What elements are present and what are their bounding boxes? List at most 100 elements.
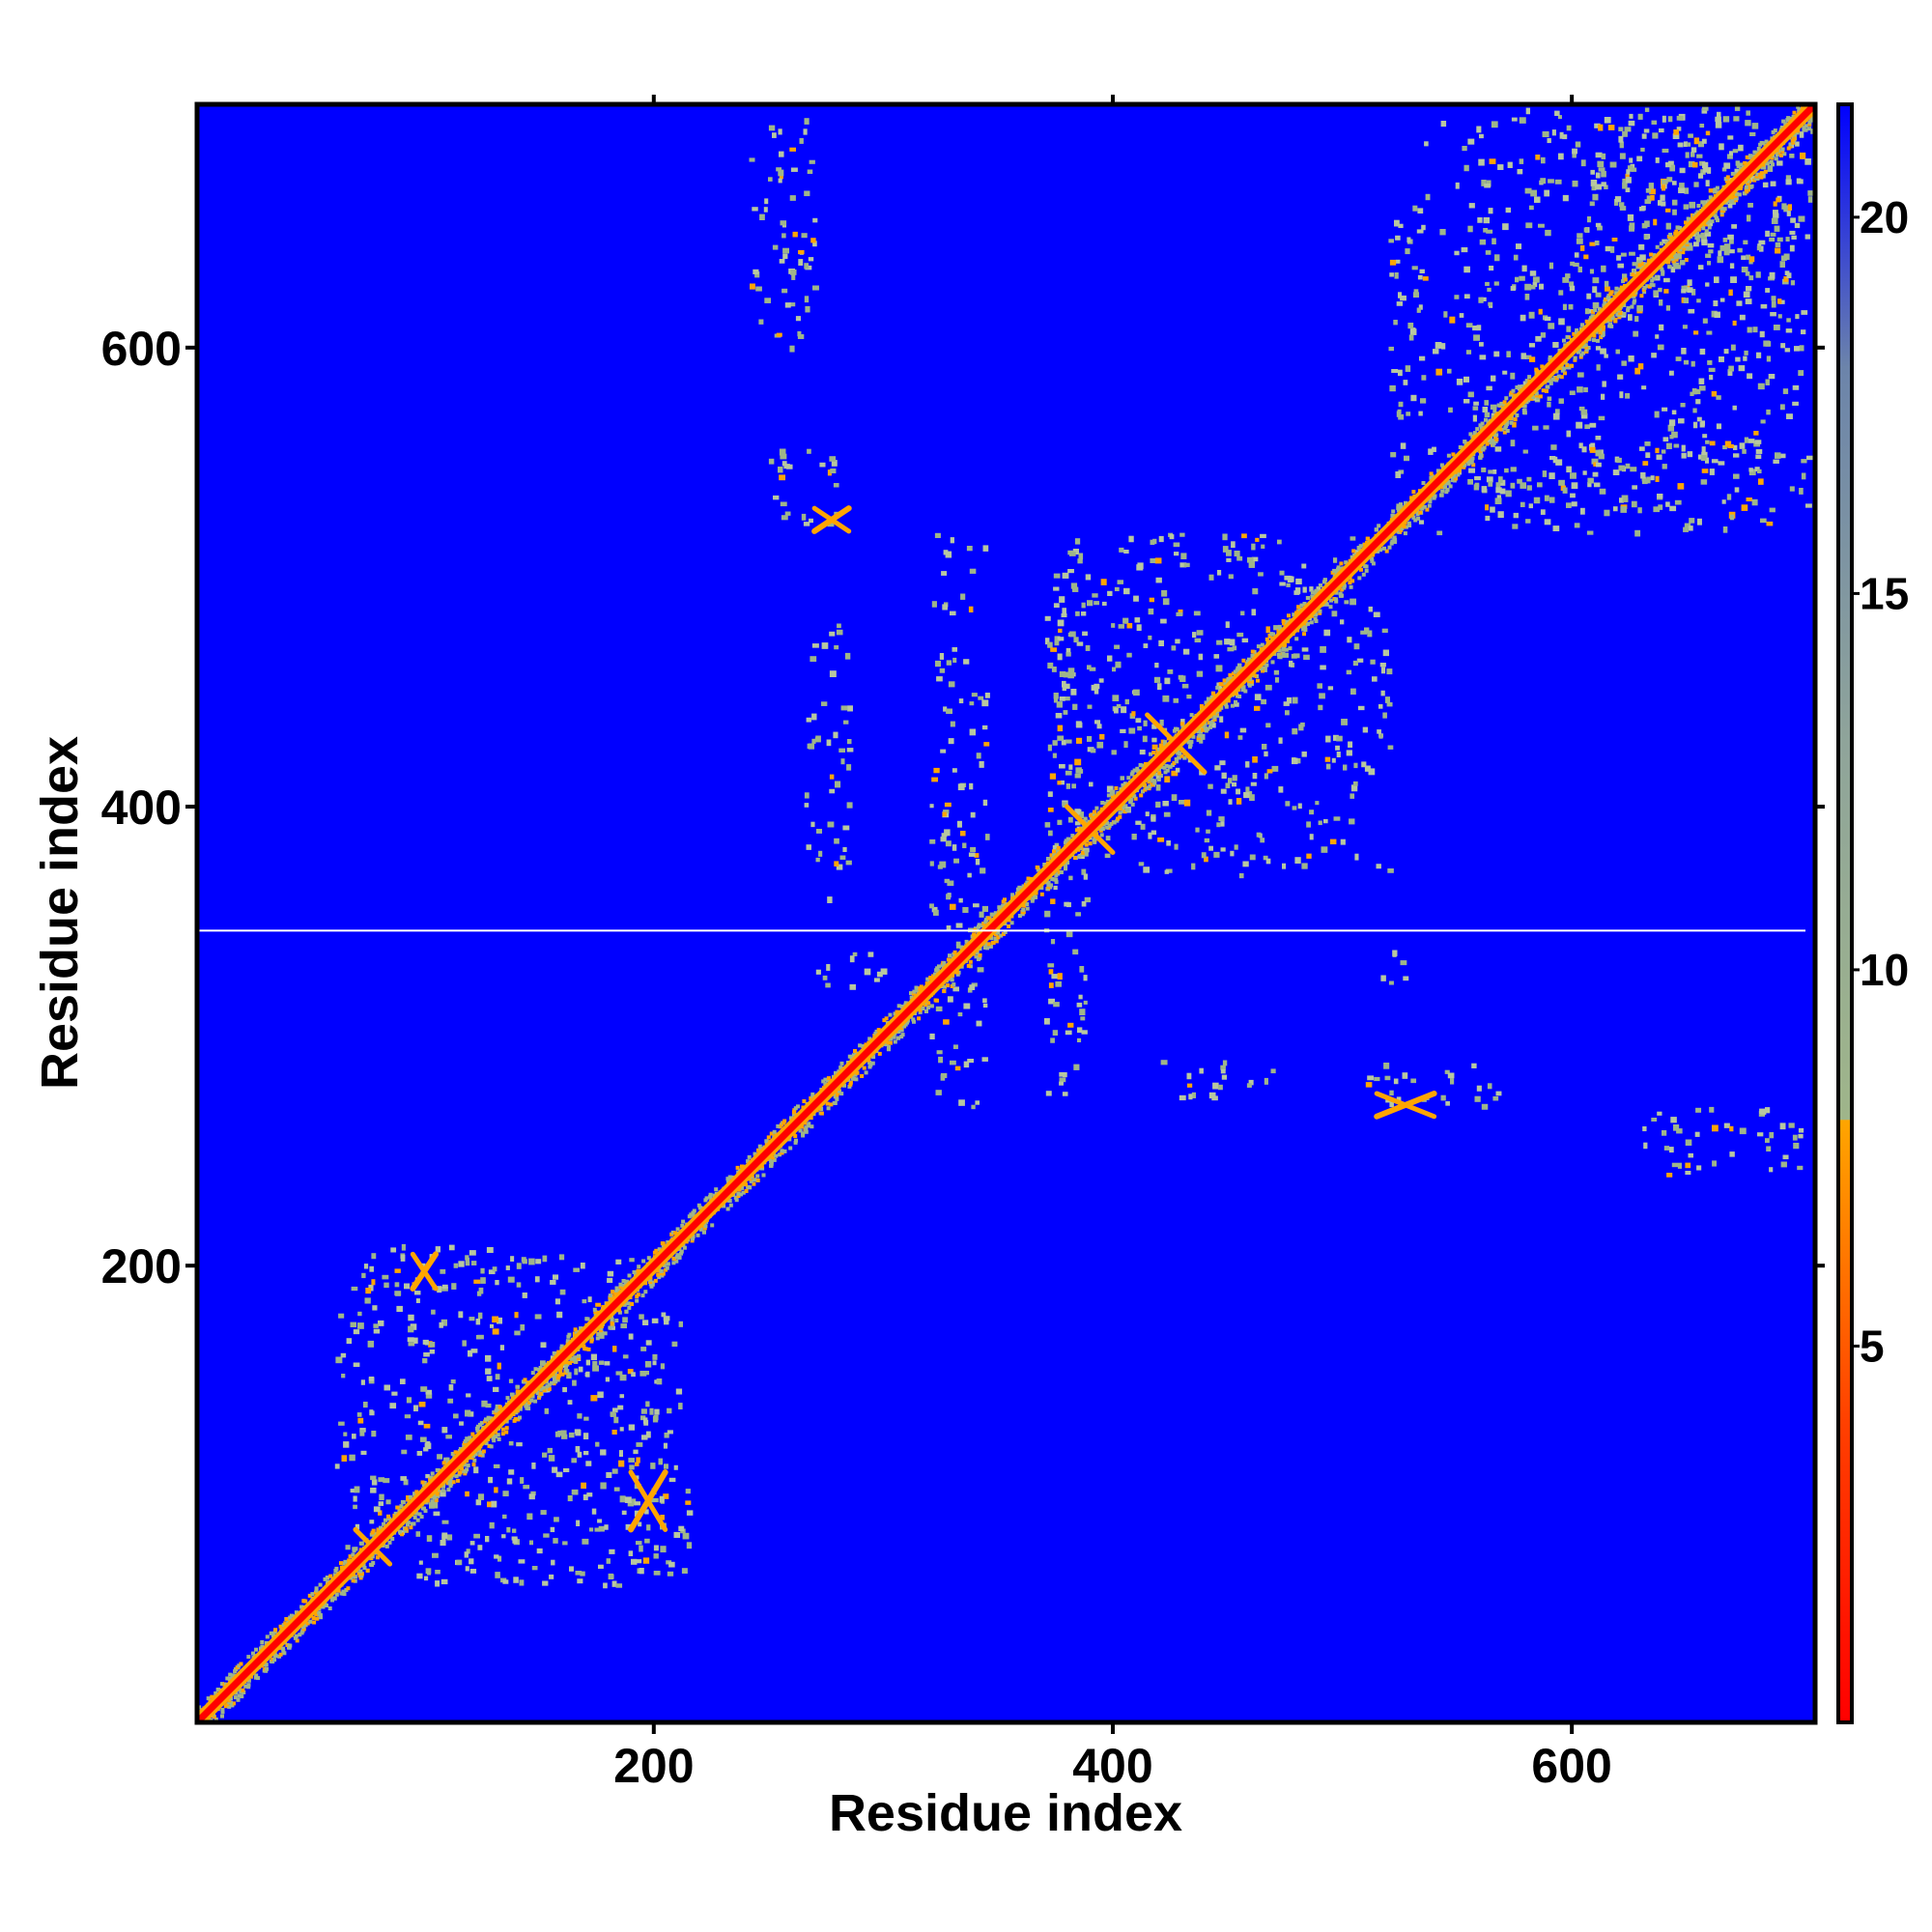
contact-cell [1727, 234, 1734, 241]
contact-cell [1795, 314, 1800, 320]
contact-cell [1226, 557, 1232, 562]
contact-cell [1489, 158, 1496, 164]
contact-cell [1255, 537, 1260, 542]
contact-cell [555, 1471, 563, 1478]
contact-cell [508, 1469, 515, 1475]
contact-cell [1631, 167, 1637, 172]
contact-cell [1293, 590, 1300, 595]
contact-cell [1380, 690, 1385, 696]
contact-cell [1562, 134, 1568, 140]
contact-cell [469, 1317, 475, 1321]
contact-cell [1264, 1077, 1268, 1085]
contact-cell [1196, 738, 1201, 743]
contact-cell [644, 1509, 649, 1515]
contact-cell [766, 1135, 771, 1140]
contact-cell [725, 1177, 730, 1181]
contact-cell [1010, 893, 1015, 897]
contact-cell [780, 220, 787, 226]
contact-cell [1671, 431, 1678, 439]
contact-cell [1078, 994, 1083, 1000]
contact-cell [1224, 704, 1229, 709]
contact-cell [537, 1395, 541, 1400]
contact-cell [1087, 704, 1093, 709]
contact-cell [1462, 146, 1467, 152]
contact-cell [1050, 939, 1056, 945]
contact-cell [393, 1511, 398, 1516]
contact-cell [640, 1347, 647, 1351]
contact-cell [1650, 195, 1655, 201]
contact-cell [991, 912, 996, 917]
contact-cell [1655, 447, 1660, 454]
contact-cell [1173, 697, 1179, 703]
contact-cell [998, 905, 1003, 910]
contact-cell [609, 1548, 615, 1554]
contact-cell [1634, 529, 1641, 537]
contact-cell [1382, 546, 1386, 551]
contact-cell [1054, 842, 1060, 847]
contact-cell [689, 1212, 694, 1217]
contact-cell [1301, 647, 1309, 652]
contact-cell [985, 946, 990, 951]
contact-cell [696, 1233, 700, 1237]
contact-cell [1402, 1072, 1408, 1079]
contact-cell [456, 1478, 460, 1483]
contact-cell [1072, 703, 1078, 710]
contact-cell [387, 1517, 392, 1521]
contact-cell [1582, 470, 1587, 475]
contact-cell [1526, 485, 1532, 491]
contact-cell [1707, 167, 1712, 174]
contact-cell [1589, 269, 1595, 274]
contact-cell [804, 118, 810, 125]
contact-cell [1510, 440, 1516, 447]
contact-cell [1702, 434, 1708, 439]
contact-cell [1728, 249, 1735, 254]
contact-cell [838, 1089, 841, 1094]
contact-cell [327, 1606, 332, 1610]
contact-cell [582, 1299, 587, 1304]
contact-cell [283, 1621, 288, 1626]
contact-cell [1327, 686, 1334, 691]
contact-cell [1730, 344, 1736, 351]
contact-cell [1691, 387, 1697, 395]
contact-cell [425, 1474, 430, 1479]
contact-cell [389, 1403, 397, 1409]
contact-cell [408, 1494, 412, 1499]
contact-cell [1693, 242, 1699, 247]
contact-cell [1199, 704, 1204, 708]
contact-cell [485, 1536, 490, 1543]
contact-cell [1136, 564, 1144, 571]
contact-cell [834, 645, 839, 650]
contact-cell [1612, 469, 1620, 476]
contact-cell [516, 1442, 523, 1447]
contact-cell [972, 932, 977, 937]
contact-cell [1389, 259, 1397, 266]
contact-cell [1186, 695, 1192, 699]
contact-cell [1773, 210, 1778, 214]
contact-cell [206, 1696, 211, 1701]
contact-cell [351, 1574, 355, 1578]
contact-cell [1713, 300, 1719, 307]
contact-cell [1388, 980, 1394, 985]
contact-cell [1734, 168, 1739, 176]
contact-cell [1147, 786, 1151, 791]
contact-cell [1682, 325, 1688, 329]
contact-cell [1481, 180, 1487, 186]
contact-cell [1690, 147, 1697, 153]
contact-cell [983, 742, 990, 747]
contact-cell [668, 1477, 676, 1483]
contact-cell [1178, 674, 1184, 680]
contact-cell [1152, 779, 1157, 783]
contact-cell [1696, 1165, 1702, 1171]
contact-cell [458, 1311, 464, 1319]
contact-cell [1270, 1068, 1276, 1074]
contact-cell [1798, 215, 1805, 222]
contact-cell [892, 1033, 896, 1037]
contact-cell [1482, 407, 1489, 412]
contact-cell [1490, 506, 1495, 513]
contact-cell [1405, 365, 1411, 372]
contact-cell [1352, 554, 1357, 557]
contact-cell [1144, 761, 1148, 766]
contact-cell [506, 1478, 513, 1485]
contact-cell [896, 1030, 901, 1034]
contact-cell [1538, 223, 1545, 228]
